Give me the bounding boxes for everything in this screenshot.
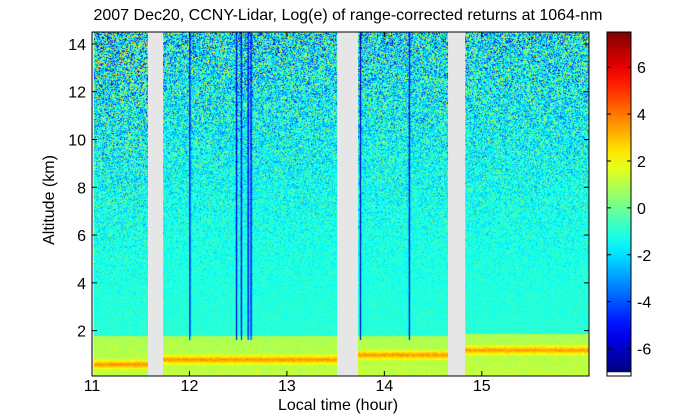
x-axis-label: Local time (hour) (278, 397, 398, 414)
lidar-segment-1 (93, 32, 148, 376)
x-tick-label: 15 (473, 378, 491, 395)
x-axis: 11 12 13 14 15 (84, 32, 491, 395)
colorbar-footer (606, 371, 632, 377)
colorbar-tick-label: 2 (637, 154, 646, 171)
colorbar: -6 -4 -2 0 2 4 6 (606, 31, 651, 377)
colorbar-tick-label: -4 (637, 295, 651, 312)
lidar-segment-4 (465, 32, 590, 376)
y-tick-label: 14 (68, 37, 86, 54)
lidar-segment-2 (163, 32, 338, 376)
chart-title: 2007 Dec20, CCNY-Lidar, Log(e) of range-… (93, 7, 602, 24)
y-axis-label: Altitude (km) (41, 155, 58, 245)
colorbar-tick-label: 6 (637, 60, 646, 77)
y-tick-label: 8 (77, 180, 86, 197)
x-tick-label: 14 (375, 378, 393, 395)
colorbar-tick-label: -6 (637, 342, 651, 359)
colorbar-tick-label: 0 (637, 201, 646, 218)
x-tick-label: 13 (278, 378, 296, 395)
x-tick-label: 11 (84, 378, 101, 395)
y-tick-label: 12 (68, 85, 86, 102)
y-tick-label: 4 (77, 276, 86, 293)
y-tick-label: 10 (68, 133, 86, 150)
lidar-segment-3 (358, 32, 449, 376)
heatmap-plot-area (91, 31, 590, 377)
y-axis: 2 4 6 8 10 12 14 (68, 37, 589, 341)
colorbar-gradient (607, 32, 631, 372)
y-tick-label: 2 (77, 324, 86, 341)
y-tick-label: 6 (77, 228, 86, 245)
colorbar-tick-label: -2 (637, 248, 651, 265)
x-tick-label: 12 (181, 378, 199, 395)
colorbar-tick-label: 4 (637, 107, 646, 124)
plot-frame (91, 31, 590, 377)
colorbar-frame (606, 31, 632, 377)
lidar-data-segments (93, 32, 590, 376)
